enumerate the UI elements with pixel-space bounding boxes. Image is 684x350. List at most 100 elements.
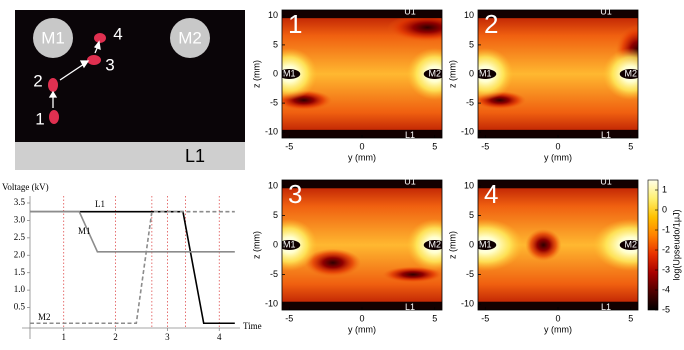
contour-field [282, 180, 442, 310]
particle [49, 110, 59, 124]
y-tick-label: -10 [265, 298, 278, 308]
particle [87, 55, 101, 65]
y-tick-label: 10 [464, 10, 474, 20]
x-tick-label: 0 [555, 141, 560, 151]
electrode-label: M1 [41, 28, 65, 47]
y-tick-label: 0 [273, 68, 278, 78]
y-tick-label: -10 [461, 127, 474, 137]
y-tick-label: 5 [469, 39, 474, 49]
y-tick-label: -5 [270, 97, 278, 107]
electrode-tip [619, 69, 638, 79]
annotation: M1 [479, 239, 492, 249]
y-tick-label: -5 [466, 97, 474, 107]
annotation: U1 [404, 177, 416, 187]
annotation: M1 [283, 239, 296, 249]
point-label: 4 [113, 24, 122, 43]
y-axis-title: z (mm) [251, 231, 261, 259]
particle [48, 78, 58, 92]
electrode-tip [478, 69, 497, 79]
electrode-label: M2 [178, 28, 202, 47]
electrode-band [282, 301, 442, 310]
y-tick-label: -10 [265, 127, 278, 137]
electrode-tip [282, 240, 301, 250]
colorbar-tick-label: -1 [662, 224, 670, 234]
y-tick-label: 1.0 [14, 284, 26, 294]
x-tick-label: 1 [61, 332, 66, 342]
field-feature [387, 13, 442, 42]
contour-field [478, 180, 638, 310]
panel-title: 4 [484, 179, 498, 209]
x-tick-label: 5 [628, 313, 633, 323]
colorbar-tick-label: -3 [662, 264, 670, 274]
x-tick-label: 2 [113, 332, 118, 342]
particle [94, 33, 106, 43]
colorbar-tick-label: 0 [662, 204, 667, 214]
point-label: 2 [33, 71, 42, 90]
annotation: L1 [405, 302, 415, 312]
y-tick-label: 10 [268, 180, 278, 190]
y-tick-label: 5 [469, 210, 474, 220]
y-tick-label: 2.0 [14, 249, 26, 259]
series-line [30, 210, 235, 325]
x-axis-title: y (mm) [544, 152, 572, 162]
x-tick-label: 5 [628, 141, 633, 151]
electrode [170, 18, 210, 58]
series-label: M1 [78, 226, 91, 236]
annotation: L1 [601, 302, 611, 312]
y-tick-label: 5 [273, 39, 278, 49]
x-tick-label: 0 [555, 313, 560, 323]
electrode-tip [423, 240, 442, 250]
series-label: L1 [95, 199, 105, 209]
field-feature [592, 219, 638, 271]
annotation: M2 [428, 239, 441, 249]
electrode-band [282, 129, 442, 138]
y-tick-label: 0 [469, 239, 474, 249]
annotation: M2 [428, 68, 441, 78]
field-feature [382, 266, 442, 283]
y-tick-label: 0 [469, 68, 474, 78]
x-tick-label: 0 [359, 313, 364, 323]
annotation: M1 [283, 68, 296, 78]
panel-title: 3 [288, 179, 302, 209]
y-tick-label: 1.5 [14, 267, 26, 277]
annotation: L1 [405, 130, 415, 140]
annotation: U1 [600, 177, 612, 187]
colorbar-tick-label: -4 [662, 284, 670, 294]
y-tick-label: -5 [466, 269, 474, 279]
y-axis-title: z (mm) [447, 60, 457, 88]
annotation: M1 [479, 68, 492, 78]
x-tick-label: 5 [432, 141, 437, 151]
annotation: M2 [624, 239, 637, 249]
colorbar-title: log(Upseudo/1μJ) [671, 209, 681, 280]
y-tick-label: 10 [268, 10, 278, 20]
annotation: U1 [600, 7, 612, 17]
field-feature [478, 219, 524, 271]
point-label: 3 [105, 55, 114, 74]
y-tick-label: -10 [461, 298, 474, 308]
electrode-tip [423, 69, 442, 79]
panel-title: 1 [288, 9, 302, 39]
colorbar-tick-label: -2 [662, 244, 670, 254]
y-tick-label: -5 [270, 269, 278, 279]
electrode [33, 18, 73, 58]
electrode-band [478, 129, 638, 138]
x-tick-label: 4 [217, 332, 222, 342]
x-axis-title: y (mm) [348, 324, 376, 334]
colorbar-tick-label: -5 [662, 304, 670, 314]
x-tick-label: -5 [285, 141, 293, 151]
electrode-strip [15, 142, 245, 170]
y-axis-title: Voltage (kV) [2, 182, 49, 192]
panel-title: 2 [484, 9, 498, 39]
x-tick-label: 3 [165, 332, 170, 342]
y-tick-label: 10 [464, 180, 474, 190]
electrode-band [478, 180, 638, 189]
y-tick-label: 5 [273, 210, 278, 220]
y-axis-title: z (mm) [447, 231, 457, 259]
electrode-tip [282, 69, 301, 79]
y-axis-title: z (mm) [251, 60, 261, 88]
contour-field [282, 10, 442, 138]
x-tick-label: -5 [481, 141, 489, 151]
x-axis-title: y (mm) [544, 324, 572, 334]
x-tick-label: -5 [481, 313, 489, 323]
y-tick-label: 0.5 [14, 302, 26, 312]
